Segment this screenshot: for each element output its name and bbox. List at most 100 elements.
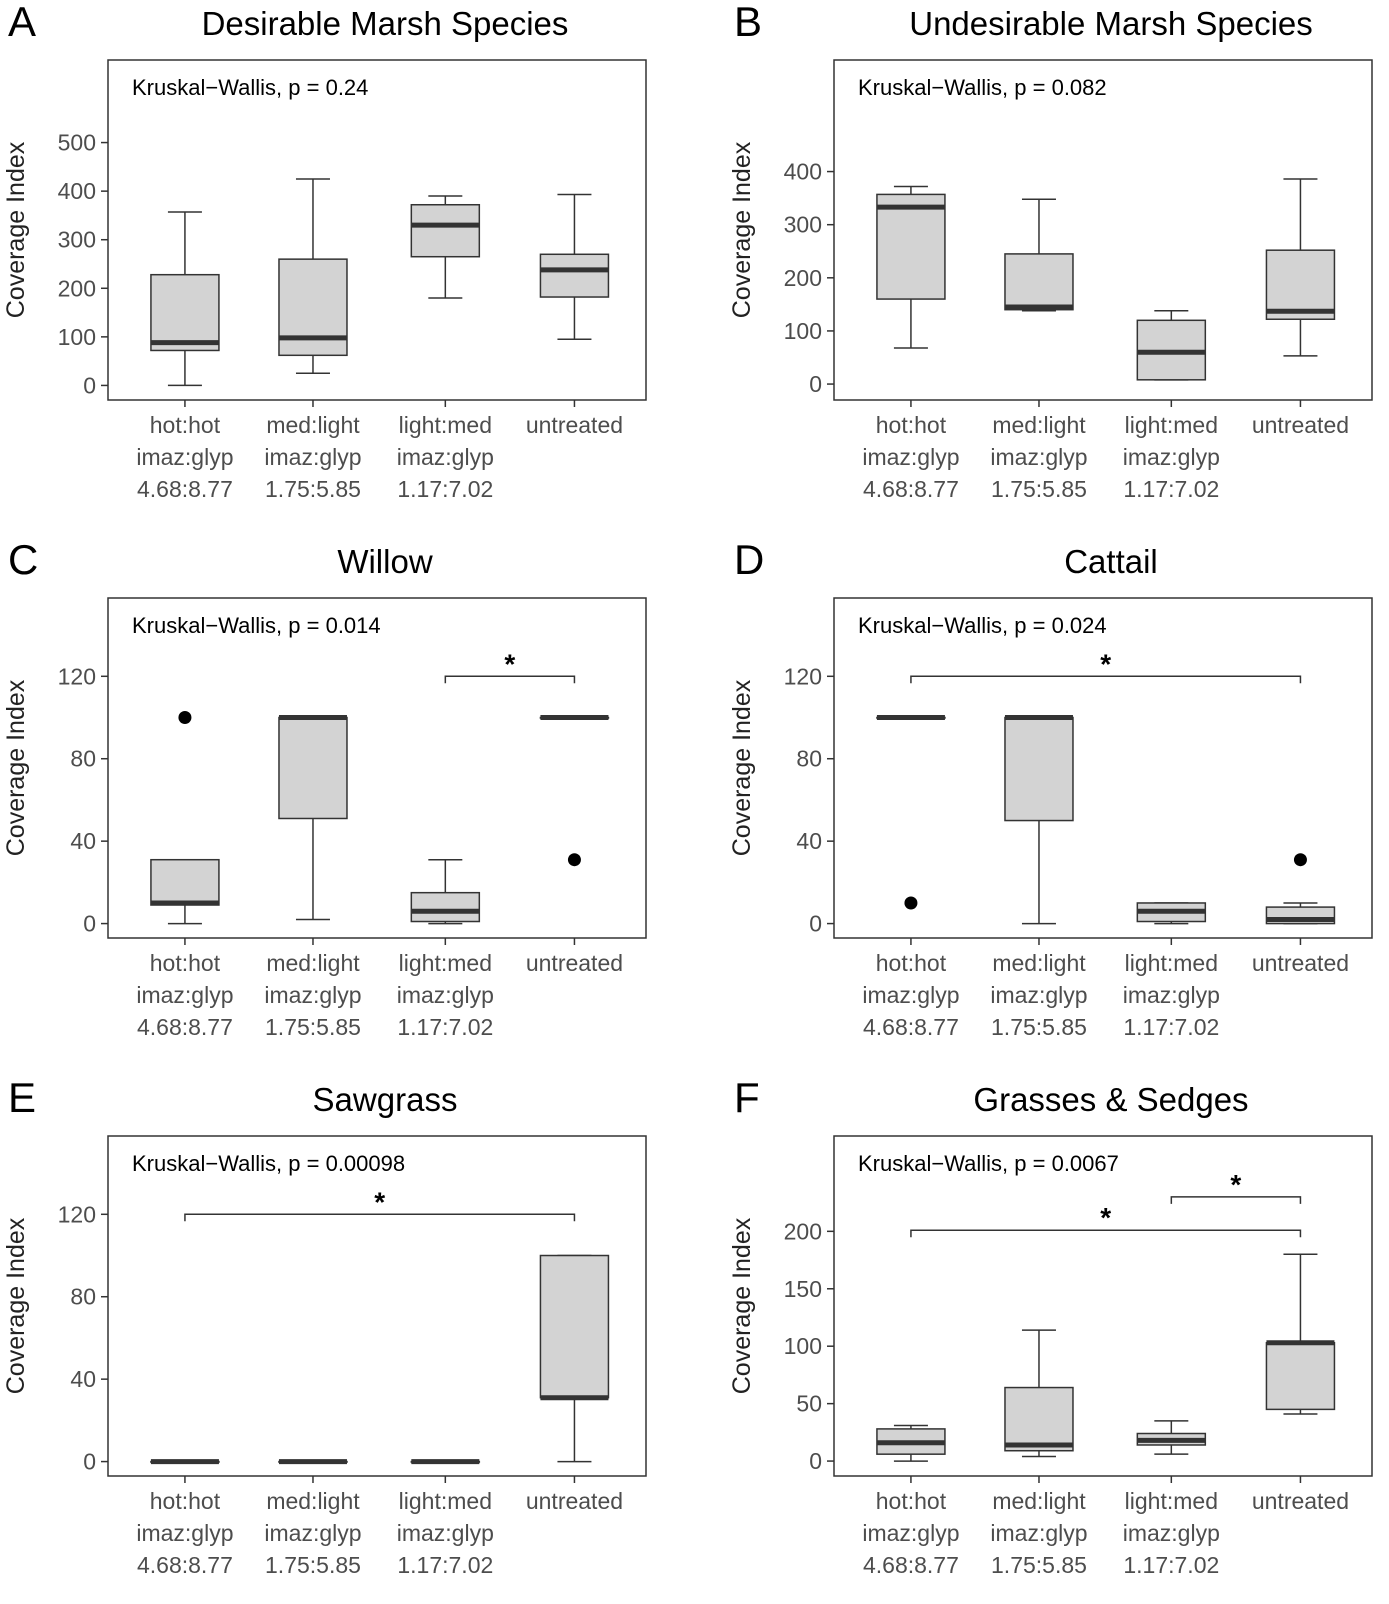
box-2 [278, 178, 348, 375]
x-tick-label: 1.17:7.02 [397, 1014, 493, 1040]
panel-f: F Grasses & Sedges Kruskal−Wallis, p = 0.0… [728, 1074, 1373, 1578]
bracket-line [1170, 1196, 1302, 1204]
box-3 [410, 1459, 481, 1465]
x-tick-label: imaz:glyp [136, 444, 233, 470]
box-2 [278, 715, 348, 921]
x-tick-label: light:med [399, 1488, 492, 1514]
significance-bracket: * [910, 1202, 1302, 1238]
y-tick-label: 40 [70, 1366, 96, 1392]
x-tick-label: 4.68:8.77 [863, 1552, 959, 1578]
x-tick-label: light:med [1125, 950, 1218, 976]
y-axis-title: Coverage Index [2, 141, 30, 318]
x-tick-label: untreated [526, 1488, 623, 1514]
box-3 [410, 195, 481, 299]
box-2 [278, 1459, 348, 1465]
x-tick-label: 1.75:5.85 [265, 1014, 361, 1040]
y-tick-label: 0 [83, 911, 96, 937]
box-4 [539, 1254, 610, 1463]
box-3 [1136, 310, 1207, 381]
panel-b: B Undesirable Marsh Species Kruskal−Wallis… [728, 0, 1373, 502]
x-tick-label: imaz:glyp [397, 1520, 494, 1546]
y-tick-label: 300 [784, 212, 822, 238]
x-tick-label: imaz:glyp [862, 982, 959, 1008]
y-tick-label: 0 [809, 371, 822, 397]
box-1 [150, 211, 220, 387]
y-axis-title: Coverage Index [2, 1217, 30, 1394]
y-axis-title: Coverage Index [728, 1217, 756, 1394]
x-tick-label: hot:hot [150, 412, 221, 438]
x-tick-label: imaz:glyp [1123, 982, 1220, 1008]
stat-label: Kruskal−Wallis, p = 0.014 [132, 613, 381, 638]
box-1 [876, 1424, 946, 1462]
plot-frame [833, 1135, 1373, 1477]
x-tick-label: 1.75:5.85 [265, 1552, 361, 1578]
y-tick-label: 80 [70, 1284, 96, 1310]
x-tick-label: med:light [266, 950, 360, 976]
panel-c: C Willow Kruskal−Wallis, p = 0.014 Coverage… [2, 536, 647, 1040]
y-tick-label: 100 [784, 1333, 822, 1359]
chart-title: Desirable Marsh Species [202, 5, 569, 42]
stat-label: Kruskal−Wallis, p = 0.00098 [132, 1151, 405, 1176]
significance-bracket: * [184, 1186, 576, 1222]
y-tick-label: 100 [58, 324, 96, 350]
y-tick-label: 120 [58, 1201, 96, 1227]
bracket-line [910, 675, 1302, 684]
y-tick-label: 0 [83, 372, 96, 398]
x-tick-label: 4.68:8.77 [137, 476, 233, 502]
x-tick-label: light:med [1125, 412, 1218, 438]
y-tick-label: 100 [784, 318, 822, 344]
x-tick-label: imaz:glyp [862, 1520, 959, 1546]
x-tick-label: 1.17:7.02 [397, 1552, 493, 1578]
x-tick-label: imaz:glyp [990, 982, 1087, 1008]
box-body [539, 1254, 610, 1399]
y-axis-title: Coverage Index [728, 141, 756, 318]
x-tick-label: untreated [526, 950, 623, 976]
box-body [1265, 1342, 1336, 1411]
box-4 [1265, 178, 1336, 357]
x-tick-label: hot:hot [876, 950, 947, 976]
significance-star: * [1100, 1202, 1111, 1233]
panel-letter: F [734, 1074, 760, 1121]
x-tick-label: 1.17:7.02 [1123, 1014, 1219, 1040]
y-tick-label: 0 [809, 1448, 822, 1474]
chart-title: Cattail [1064, 543, 1158, 580]
x-tick-label: 4.68:8.77 [863, 476, 959, 502]
x-tick-label: med:light [992, 950, 1086, 976]
box-1 [150, 1459, 220, 1465]
y-tick-label: 0 [809, 911, 822, 937]
chart-title: Willow [337, 543, 432, 580]
x-tick-label: med:light [266, 1488, 360, 1514]
y-tick-label: 120 [784, 663, 822, 689]
x-tick-label: imaz:glyp [136, 982, 233, 1008]
x-tick-label: untreated [1252, 412, 1349, 438]
x-tick-label: 1.75:5.85 [991, 476, 1087, 502]
panel-letter: D [734, 536, 764, 583]
outlier-point [904, 896, 918, 910]
box-body [1265, 249, 1336, 320]
bracket-line [910, 1229, 1302, 1238]
x-tick-label: 4.68:8.77 [137, 1014, 233, 1040]
box-body [278, 716, 348, 820]
x-tick-label: untreated [1252, 1488, 1349, 1514]
box-body [876, 193, 946, 300]
box-4 [539, 193, 610, 341]
x-tick-label: 1.75:5.85 [265, 476, 361, 502]
y-tick-label: 500 [58, 130, 96, 156]
x-tick-label: untreated [1252, 950, 1349, 976]
x-tick-label: hot:hot [150, 1488, 221, 1514]
box-body [150, 858, 220, 906]
bracket-line [444, 675, 576, 684]
box-1 [876, 715, 946, 910]
x-tick-label: light:med [399, 412, 492, 438]
box-body [539, 253, 610, 298]
box-2 [1004, 198, 1074, 312]
box-body [1004, 253, 1074, 311]
panel-e: E Sawgrass Kruskal−Wallis, p = 0.00098 Cove… [2, 1074, 647, 1578]
x-tick-label: 1.17:7.02 [1123, 1552, 1219, 1578]
significance-star: * [504, 648, 515, 679]
x-tick-label: light:med [399, 950, 492, 976]
chart-title: Sawgrass [313, 1081, 458, 1118]
box-3 [1136, 1420, 1207, 1455]
box-body [278, 258, 348, 357]
